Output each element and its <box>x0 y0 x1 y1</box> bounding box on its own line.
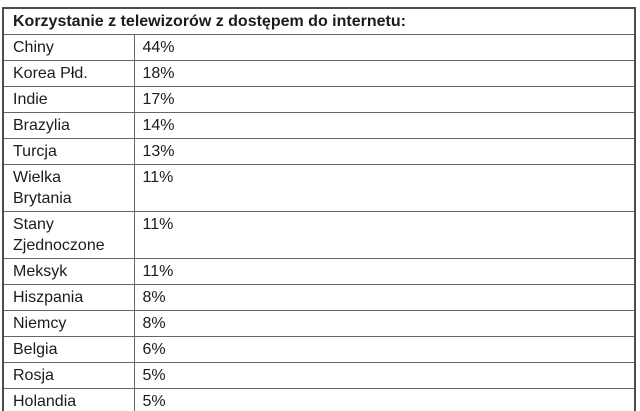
table-row: Indie 17% <box>2 86 636 113</box>
value-cell: 8% <box>133 284 636 311</box>
value-cell: 5% <box>133 388 636 411</box>
country-cell: Turcja <box>2 138 135 165</box>
table-row: Rosja 5% <box>2 362 636 389</box>
table-row: Korea Płd. 18% <box>2 60 636 87</box>
table-row: Belgia 6% <box>2 336 636 363</box>
country-cell: Stany Zjednoczone <box>2 211 135 259</box>
country-cell: Niemcy <box>2 310 135 337</box>
value-cell: 11% <box>133 211 636 259</box>
country-cell: Brazylia <box>2 112 135 139</box>
value-cell: 13% <box>133 138 636 165</box>
value-cell: 5% <box>133 362 636 389</box>
table-row: Stany Zjednoczone 11% <box>2 211 636 259</box>
table-title-row: Korzystanie z telewizorów z dostępem do … <box>2 7 636 35</box>
table-row: Brazylia 14% <box>2 112 636 139</box>
value-cell: 8% <box>133 310 636 337</box>
country-cell: Korea Płd. <box>2 60 135 87</box>
country-cell: Wielka Brytania <box>2 164 135 212</box>
table-row: Hiszpania 8% <box>2 284 636 311</box>
value-cell: 44% <box>133 34 636 61</box>
country-cell: Indie <box>2 86 135 113</box>
country-cell: Chiny <box>2 34 135 61</box>
country-cell: Rosja <box>2 362 135 389</box>
value-cell: 6% <box>133 336 636 363</box>
country-cell: Holandia <box>2 388 135 411</box>
table-row: Holandia 5% <box>2 388 636 411</box>
value-cell: 11% <box>133 164 636 212</box>
country-cell: Meksyk <box>2 258 135 285</box>
internet-tv-usage-table: Korzystanie z telewizorów z dostępem do … <box>2 7 636 411</box>
table-row: Wielka Brytania 11% <box>2 164 636 212</box>
value-cell: 11% <box>133 258 636 285</box>
table-row: Turcja 13% <box>2 138 636 165</box>
table-row: Niemcy 8% <box>2 310 636 337</box>
country-cell: Hiszpania <box>2 284 135 311</box>
country-cell: Belgia <box>2 336 135 363</box>
value-cell: 18% <box>133 60 636 87</box>
table-row: Meksyk 11% <box>2 258 636 285</box>
value-cell: 17% <box>133 86 636 113</box>
table-row: Chiny 44% <box>2 34 636 61</box>
table-title: Korzystanie z telewizorów z dostępem do … <box>2 7 636 35</box>
value-cell: 14% <box>133 112 636 139</box>
